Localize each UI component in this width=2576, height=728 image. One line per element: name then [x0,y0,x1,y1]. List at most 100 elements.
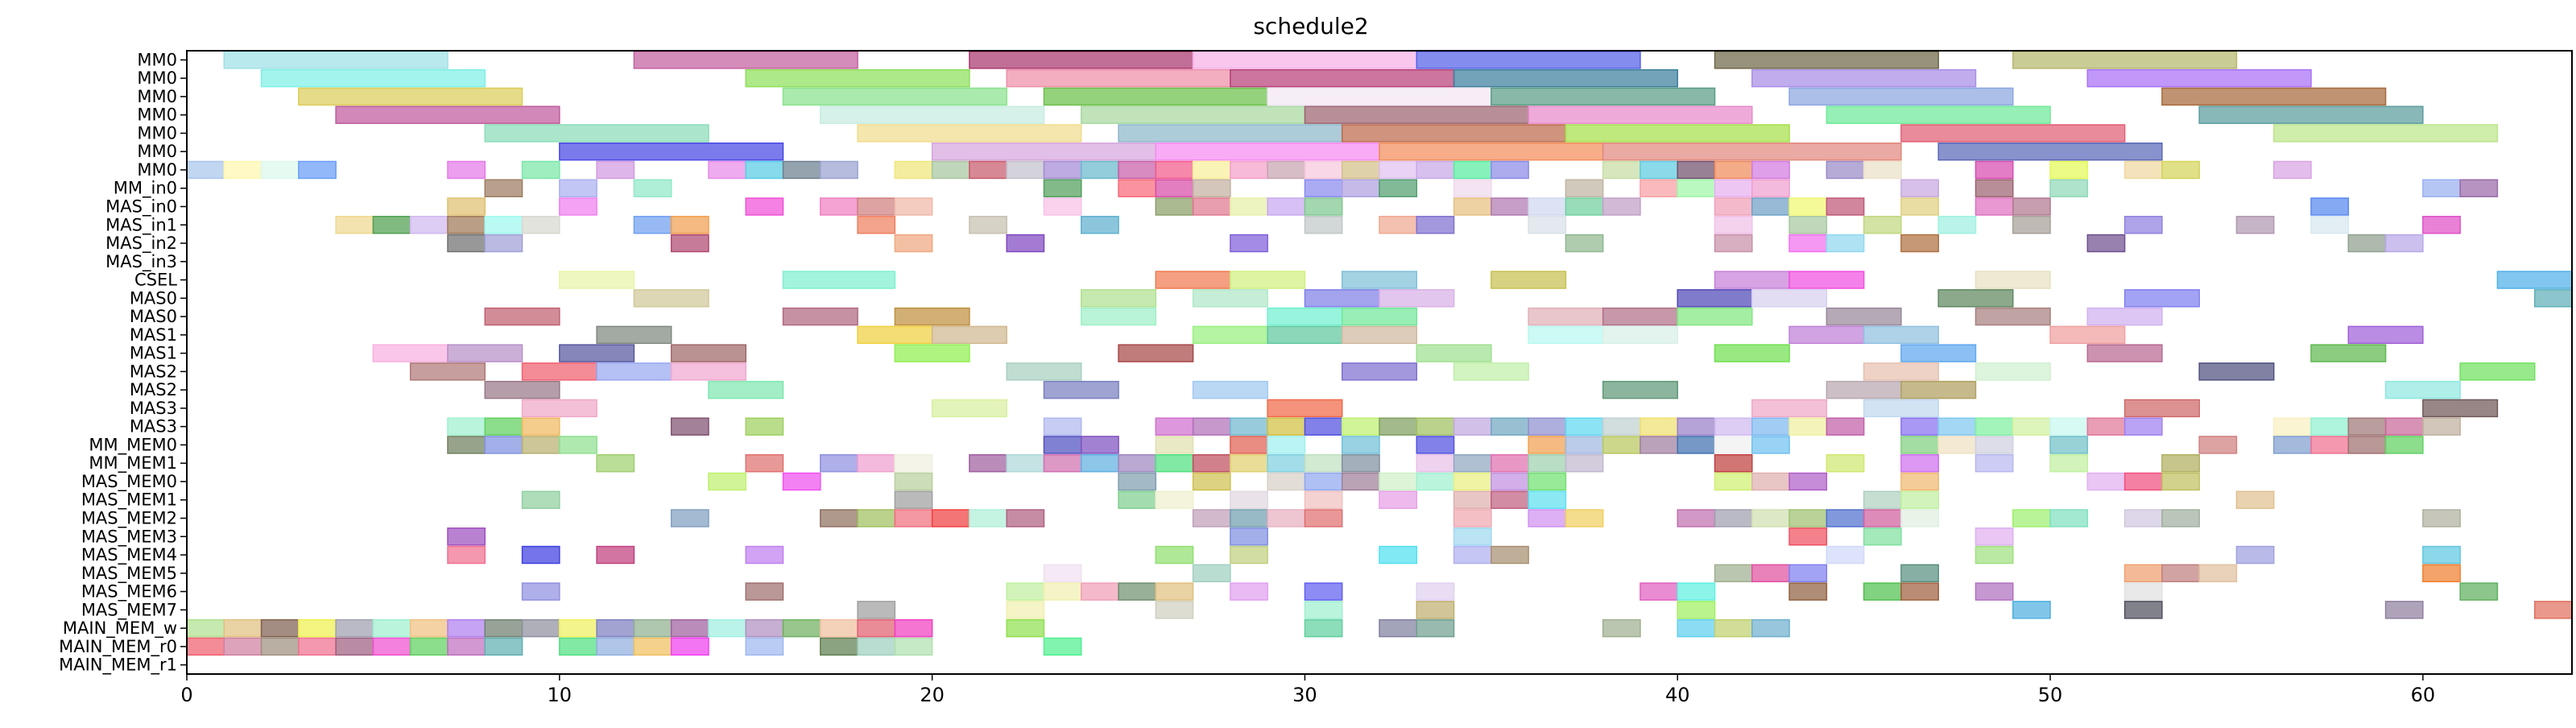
task-bar [186,637,225,656]
task-bar [1081,453,1119,473]
task-bar [2123,399,2200,418]
task-bar [1826,380,1902,399]
task-bar [2086,417,2126,436]
task-bar [2422,399,2499,418]
task-bar [223,637,263,656]
task-bar [521,490,560,509]
x-tick-label: 0 [180,684,192,706]
task-bar [857,453,896,473]
y-tick-label: MAS3 [130,417,177,436]
x-tick-label: 10 [548,684,573,706]
task-bar [1267,472,1306,491]
task-bar [1267,436,1306,454]
task-bar [1602,160,1641,180]
task-bar [1974,307,2051,326]
task-bar [2198,436,2238,454]
task-bar [1751,618,1790,638]
task-bar [559,142,784,161]
task-bar [1751,436,1790,454]
task-bar [1863,527,1902,546]
task-bar [1192,289,1268,308]
task-bar [484,436,523,454]
task-bar [1453,527,1492,546]
task-bar [1714,160,1753,180]
y-axis-labels: MM0MM0MM0MM0MM0MM0MM0MM_in0MAS_in0MAS_in… [59,50,187,676]
task-bar [1379,545,1418,565]
task-bar [1900,472,1939,491]
task-bar [1230,234,1268,253]
task-bar [484,179,523,197]
task-bar [1341,362,1418,381]
task-bar [2012,509,2051,527]
task-bar [2273,417,2312,436]
task-bar [1304,160,1343,180]
task-bar [931,509,970,527]
task-bar [1118,490,1157,509]
task-bar [1751,197,1790,216]
task-bar [559,436,597,454]
task-bar [1192,160,1231,180]
task-bar [670,344,746,362]
task-bar [372,618,411,638]
task-bar [2459,362,2536,381]
task-bar [857,197,896,216]
task-bar [1341,417,1380,436]
x-axis: 0 10 20 30 40 50 60 [180,674,2435,706]
task-bar [1043,87,1268,106]
task-bar [894,344,970,362]
task-bar [1974,545,2014,565]
task-bar [1081,436,1119,454]
task-bar [633,51,858,69]
task-bar [2310,344,2387,362]
task-bar [1788,582,1828,601]
task-bar [1304,472,1343,491]
y-tick-label: MAS1 [130,325,177,345]
task-bar [1304,197,1343,216]
task-bar [857,216,896,234]
task-bar [1565,124,1790,143]
task-bar [1937,289,2014,308]
task-bar [1416,417,1455,436]
y-tick-label: MM0 [137,160,177,180]
task-bar [1379,490,1418,509]
y-tick-label: MAS_MEM0 [81,472,177,492]
task-bar [1081,307,1157,326]
task-bar [2049,325,2126,345]
task-bar [2310,216,2350,234]
task-bar [2086,68,2312,88]
task-bar [447,637,486,656]
task-bar [1341,271,1418,289]
task-bar [1043,436,1082,454]
task-bar [1639,160,1678,180]
task-bar [409,362,486,381]
task-bar [1788,87,2014,106]
task-bar [1379,417,1418,436]
task-bar [1863,399,1939,418]
task-bar [1043,582,1082,601]
task-bar [1751,160,1790,180]
task-bar [782,618,821,638]
task-bar [1528,453,1567,473]
task-bar [1267,509,1306,527]
task-bar [1006,68,1231,88]
task-bar [1379,142,1604,161]
task-bar [409,618,449,638]
task-bar [1565,197,1604,216]
task-bar [521,216,560,234]
task-bar [559,344,635,362]
task-bar [745,582,784,601]
task-bar [931,325,1007,345]
task-bar [2123,160,2163,180]
task-bar [2273,160,2312,180]
task-bar [1081,160,1119,180]
task-bar [1118,582,1157,601]
chart-title: schedule2 [1253,13,1368,39]
task-bar [1379,618,1418,638]
task-bar [1155,601,1194,619]
task-bar [1267,197,1306,216]
task-bar [335,637,374,656]
task-bar [596,325,672,345]
task-bar [484,216,523,234]
y-tick-label: MAS_in2 [105,234,177,254]
task-bar [1565,509,1604,527]
